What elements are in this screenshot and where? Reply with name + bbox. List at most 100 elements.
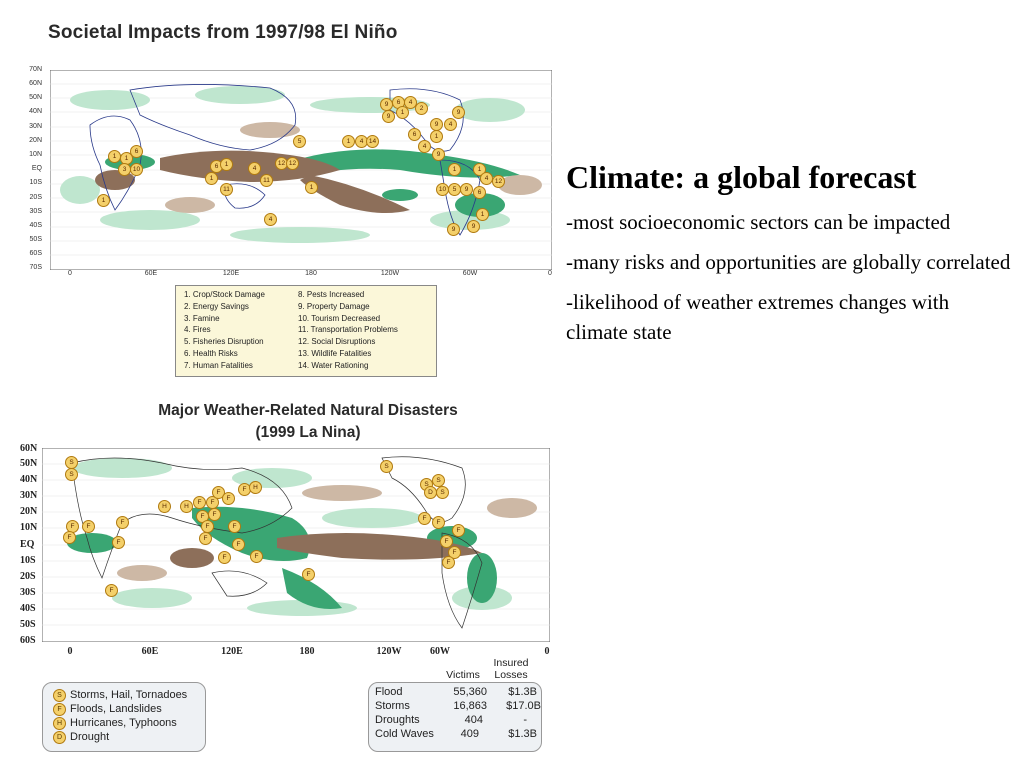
impact-marker: 11 (220, 183, 233, 196)
disaster-marker: F (232, 538, 245, 551)
impact-marker: 12 (286, 157, 299, 170)
legend-item: 2. Energy Savings (184, 301, 249, 311)
lat-label: 70N (29, 66, 42, 73)
disaster-type: Droughts (375, 714, 420, 726)
impact-marker: 4 (248, 162, 261, 175)
disaster-marker: F (116, 516, 129, 529)
map2-legend: S Storms, Hail, Tornadoes F Floods, Landsl… (42, 682, 206, 752)
impact-marker: 9 (467, 220, 480, 233)
legend-item-floods: F Floods, Landslides (53, 702, 162, 716)
disaster-marker: F (432, 516, 445, 529)
impact-marker: 1 (220, 158, 233, 171)
lat-label: 60N (29, 80, 42, 87)
losses-value: - (523, 714, 527, 726)
impact-marker: 9 (447, 223, 460, 236)
disaster-marker: H (249, 481, 262, 494)
lat-label: 10S (20, 555, 36, 566)
impact-marker: 2 (415, 102, 428, 115)
disaster-marker: F (218, 551, 231, 564)
map1-legend: 1. Crop/Stock Damage 2. Energy Savings 3… (175, 285, 437, 377)
legend-item: 3. Famine (184, 313, 220, 323)
disaster-marker: H (158, 500, 171, 513)
lon-label: 120E (221, 646, 243, 657)
lat-label: 20S (29, 194, 42, 201)
legend-item-label: Floods, Landslides (70, 703, 162, 715)
lat-label: 10S (29, 179, 42, 186)
lon-label: 0 (67, 646, 73, 657)
legend-item: 9. Property Damage (298, 301, 370, 311)
disaster-marker: F (63, 531, 76, 544)
legend-item: 6. Health Risks (184, 348, 238, 358)
lat-label: 20S (20, 571, 36, 582)
victims-value: 16,863 (453, 700, 487, 712)
disaster-type: Flood (375, 686, 403, 698)
legend-item: 13. Wildlife Fatalities (298, 348, 372, 358)
impact-marker: 9 (380, 98, 393, 111)
lat-label: 50N (29, 94, 42, 101)
table-row: Flood 55,360 $1.3B (375, 686, 539, 699)
legend-item-storms: S Storms, Hail, Tornadoes (53, 688, 187, 702)
impact-marker: 1 (430, 130, 443, 143)
victims-value: 404 (464, 714, 483, 726)
legend-item: 11. Transportation Problems (298, 325, 398, 335)
legend-item-label: Hurricanes, Typhoons (70, 717, 177, 729)
impact-marker: 10 (130, 163, 143, 176)
table-row: Cold Waves 409 $1.3B (375, 728, 539, 741)
lon-label: 180 (299, 646, 315, 657)
legend-item: 4. Fires (184, 325, 211, 335)
lon-label: 0 (548, 270, 552, 277)
table-row: Storms 16,863 $17.0B (375, 700, 541, 713)
lon-label: 120W (376, 646, 402, 657)
table-row: Droughts 404 - (375, 714, 539, 727)
impact-marker: 4 (264, 213, 277, 226)
lon-label: 120W (380, 270, 400, 277)
impact-marker: 5 (293, 135, 306, 148)
disaster-marker: F (442, 556, 455, 569)
bullet-extremes: -likelihood of weather extremes changes … (566, 290, 950, 344)
impact-marker: 1 (108, 150, 121, 163)
lon-label: 180 (305, 270, 317, 277)
disaster-marker: S (65, 468, 78, 481)
lat-label: 10N (29, 151, 42, 158)
slide-headline: Climate: a global forecast (566, 159, 917, 195)
disaster-marker: F (199, 532, 212, 545)
bullet-sectors: -most socioeconomic sectors can be impac… (566, 210, 951, 234)
disaster-marker: F (201, 520, 214, 533)
disaster-marker: H (180, 500, 193, 513)
lon-label: 60W (430, 646, 450, 657)
disaster-marker: F (112, 536, 125, 549)
map2-title: Major Weather-Related Natural Disasters … (88, 400, 528, 444)
disaster-marker: F (250, 550, 263, 563)
impact-marker: 12 (492, 175, 505, 188)
losses-value: $1.3B (508, 728, 537, 740)
legend-item: 7. Human Fatalities (184, 360, 253, 370)
legend-column-1: 1. Crop/Stock Damage 2. Energy Savings 3… (184, 289, 265, 372)
legend-item-hurricanes: H Hurricanes, Typhoons (53, 716, 177, 730)
lat-label: 40N (20, 474, 38, 485)
disaster-marker: F (212, 486, 225, 499)
impact-marker: 11 (260, 174, 273, 187)
map2-title-line1: Major Weather-Related Natural Disasters (158, 402, 458, 419)
impact-marker: 9 (382, 110, 395, 123)
disaster-marker: F (440, 535, 453, 548)
impact-marker: 1 (305, 181, 318, 194)
legend-item: 8. Pests Increased (298, 290, 365, 299)
lat-label: 30N (29, 123, 42, 130)
impact-marker: 1 (205, 172, 218, 185)
lat-label: 40S (20, 603, 36, 614)
disaster-marker: F (228, 520, 241, 533)
lat-label: 50N (20, 458, 38, 469)
legend-item: 10. Tourism Decreased (298, 313, 381, 323)
disaster-type: Storms (375, 700, 410, 712)
disaster-marker: F (448, 546, 461, 559)
disaster-marker: F (193, 496, 206, 509)
legend-item-label: Storms, Hail, Tornadoes (70, 689, 188, 701)
disaster-marker: F (222, 492, 235, 505)
impact-marker: 6 (473, 186, 486, 199)
impact-marker: 9 (432, 148, 445, 161)
insured-losses-header: Insured Losses (488, 657, 534, 681)
lat-label: 10N (20, 522, 38, 533)
victims-header: Victims (446, 669, 480, 681)
drought-symbol-icon: D (53, 730, 66, 744)
impact-marker: 6 (130, 145, 143, 158)
